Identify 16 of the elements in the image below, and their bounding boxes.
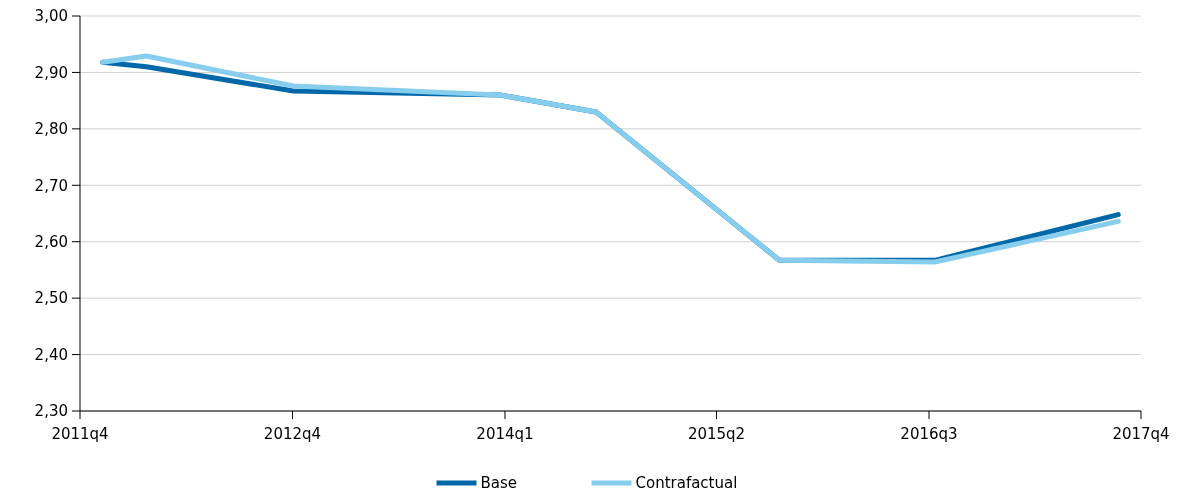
legend-label: Contrafactual (635, 474, 738, 492)
y-tick-label: 2,60 (34, 232, 68, 251)
y-tick-label: 3,00 (34, 7, 68, 26)
x-tick-label: 2017q4 (1112, 425, 1170, 443)
y-tick-label: 2,40 (34, 345, 68, 364)
y-tick-label: 2,50 (34, 289, 68, 308)
x-tick-label: 2014q1 (476, 425, 534, 443)
x-tick-label: 2016q3 (900, 425, 958, 443)
y-tick-label: 2,30 (34, 402, 68, 421)
legend-label: Base (480, 474, 518, 492)
y-tick-label: 2,70 (34, 176, 68, 195)
x-tick-label: 2012q4 (263, 425, 322, 443)
x-tick-label: 2011q4 (51, 425, 109, 443)
y-tick-label: 2,90 (34, 63, 68, 82)
x-tick-label: 2015q2 (687, 425, 746, 443)
y-tick-label: 2,80 (34, 120, 68, 139)
